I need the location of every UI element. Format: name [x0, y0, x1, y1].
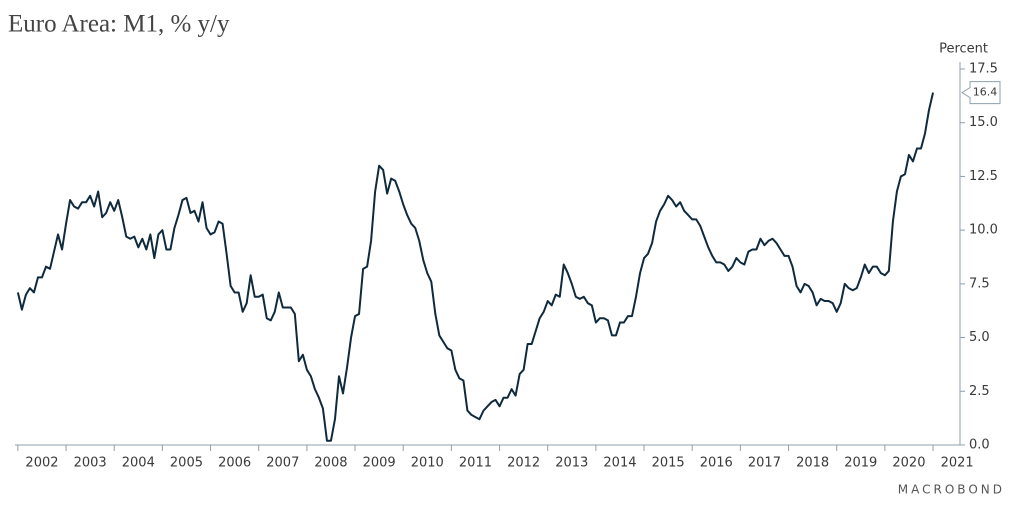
- y-tick-label: 2.5: [969, 384, 990, 399]
- x-tick-label: 2005: [170, 456, 203, 471]
- chart-title: Euro Area: M1, % y/y: [8, 11, 230, 38]
- y-tick-label: 10.0: [969, 223, 998, 238]
- x-tick-label: 2009: [363, 456, 396, 471]
- x-tick-label: 2021: [941, 456, 974, 471]
- x-tick-label: 2002: [25, 456, 58, 471]
- y-tick-label: 5.0: [969, 330, 990, 345]
- x-tick-label: 2007: [266, 456, 299, 471]
- x-tick-label: 2018: [796, 456, 829, 471]
- y-tick-label: 0.0: [969, 438, 990, 453]
- data-line: [16, 92, 935, 442]
- x-tick-label: 2012: [507, 456, 540, 471]
- last-value-label: 16.4: [973, 86, 998, 99]
- source-logo: MACROBOND: [898, 483, 1005, 497]
- x-tick-label: 2015: [652, 456, 685, 471]
- x-tick-label: 2014: [603, 456, 636, 471]
- x-tick-label: 2013: [555, 456, 588, 471]
- y-tick-label: 15.0: [969, 115, 998, 130]
- x-tick-label: 2017: [748, 456, 781, 471]
- x-tick-label: 2016: [700, 456, 733, 471]
- x-tick-label: 2011: [459, 456, 492, 471]
- x-tick-label: 2006: [218, 456, 251, 471]
- last-value-box: [961, 81, 1001, 105]
- x-tick-label: 2004: [122, 456, 155, 471]
- x-tick-label: 2003: [74, 456, 107, 471]
- y-axis-label: Percent: [939, 42, 988, 57]
- y-tick-label: 7.5: [969, 276, 990, 291]
- y-tick-label: 17.5: [969, 62, 998, 77]
- x-tick-label: 2010: [411, 456, 444, 471]
- x-tick-label: 2008: [314, 456, 347, 471]
- y-tick-label: 12.5: [969, 169, 998, 184]
- x-tick-label: 2020: [892, 456, 925, 471]
- x-tick-label: 2019: [844, 456, 877, 471]
